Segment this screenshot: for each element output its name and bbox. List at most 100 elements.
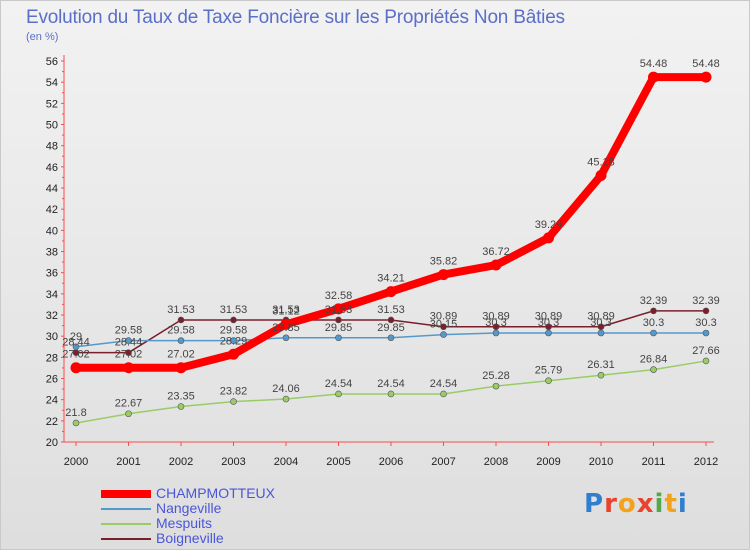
data-label-nangeville: 29.58 bbox=[220, 325, 248, 337]
y-tick-label: 38 bbox=[46, 247, 58, 259]
legend-item-champmotteux: CHAMPMOTTEUX bbox=[101, 485, 421, 501]
data-label-champmotteux: 35.82 bbox=[430, 256, 458, 268]
legend-swatch-champmotteux bbox=[101, 490, 151, 498]
data-point-mespuits bbox=[72, 419, 80, 427]
data-label-nangeville: 29.58 bbox=[115, 325, 143, 337]
data-point-nangeville bbox=[177, 337, 185, 344]
data-point-nangeville bbox=[650, 329, 657, 337]
series-layer bbox=[70, 71, 712, 427]
data-point-boigneville bbox=[650, 307, 657, 315]
data-label-champmotteux: 39.29 bbox=[535, 219, 563, 231]
data-label-nangeville: 30.3 bbox=[485, 317, 506, 329]
x-tick-label: 2002 bbox=[169, 456, 193, 468]
unit-label: (en %) bbox=[26, 31, 59, 43]
data-point-mespuits bbox=[440, 390, 447, 398]
data-point-nangeville bbox=[387, 334, 395, 342]
y-tick-label: 54 bbox=[46, 77, 58, 89]
data-label-boigneville: 31.53 bbox=[220, 304, 248, 316]
legend-item-nangeville: Nangeville bbox=[101, 500, 421, 516]
data-label-champmotteux: 27.02 bbox=[62, 349, 90, 361]
legend-item-mespuits: Mespuits bbox=[101, 515, 421, 531]
data-label-boigneville: 30.89 bbox=[535, 311, 563, 323]
y-tick-label: 30 bbox=[46, 331, 58, 343]
data-point-boigneville bbox=[177, 316, 185, 324]
data-label-champmotteux: 28.29 bbox=[220, 335, 248, 347]
y-tick-label: 22 bbox=[46, 416, 58, 428]
data-label-nangeville: 30.3 bbox=[538, 317, 559, 329]
data-point-champmotteux bbox=[228, 348, 239, 360]
x-tick-label: 2006 bbox=[379, 456, 403, 468]
data-point-champmotteux bbox=[438, 269, 449, 281]
data-point-champmotteux bbox=[648, 71, 659, 83]
data-label-mespuits: 27.66 bbox=[692, 345, 720, 357]
data-label-boigneville: 31.53 bbox=[167, 304, 195, 316]
data-label-nangeville: 30.3 bbox=[590, 317, 611, 329]
data-point-champmotteux bbox=[280, 318, 292, 330]
data-point-boigneville bbox=[387, 316, 395, 324]
data-label-champmotteux: 36.72 bbox=[482, 246, 510, 258]
data-point-nangeville bbox=[335, 334, 342, 342]
data-label-champmotteux: 32.58 bbox=[325, 290, 353, 302]
data-label-nangeville: 30.3 bbox=[695, 317, 716, 329]
data-label-nangeville: 29 bbox=[70, 331, 82, 343]
data-label-boigneville: 28.44 bbox=[62, 337, 90, 349]
data-label-mespuits: 26.84 bbox=[640, 354, 668, 366]
data-point-mespuits bbox=[702, 357, 710, 365]
x-tick-label: 2005 bbox=[326, 456, 350, 468]
x-tick-label: 2001 bbox=[116, 456, 140, 468]
y-tick-label: 24 bbox=[46, 395, 58, 407]
x-tick-label: 2007 bbox=[431, 456, 455, 468]
data-label-nangeville: 29.85 bbox=[272, 322, 300, 334]
data-label-boigneville: 30.89 bbox=[430, 311, 458, 323]
x-tick-label: 2003 bbox=[221, 456, 245, 468]
data-point-mespuits bbox=[177, 403, 185, 410]
y-tick-label: 44 bbox=[46, 183, 58, 195]
data-labels-layer: 28.44 28.44 31.53 31.53 31.53 31.53 31.53 30.89… bbox=[62, 58, 720, 419]
data-point-mespuits bbox=[282, 395, 290, 403]
y-tick-label: 36 bbox=[46, 268, 58, 280]
data-label-mespuits: 23.35 bbox=[167, 391, 195, 403]
data-label-nangeville: 30.15 bbox=[430, 319, 458, 331]
x-tick-label: 2010 bbox=[589, 456, 613, 468]
data-label-champmotteux: 31.12 bbox=[272, 305, 300, 317]
x-tick-label: 2000 bbox=[64, 456, 88, 468]
data-point-mespuits bbox=[597, 371, 605, 379]
data-label-boigneville: 30.89 bbox=[482, 311, 510, 323]
data-label-nangeville: 29.85 bbox=[377, 322, 405, 334]
legend-label-boigneville: Boigneville bbox=[156, 530, 224, 546]
data-point-mespuits bbox=[492, 382, 500, 390]
y-tick-label: 56 bbox=[46, 56, 58, 68]
data-point-mespuits bbox=[335, 390, 342, 398]
data-point-nangeville bbox=[492, 329, 500, 337]
data-point-nangeville bbox=[597, 329, 605, 337]
x-tick-label: 2009 bbox=[536, 456, 560, 468]
x-tick-label: 2011 bbox=[642, 456, 666, 468]
data-label-boigneville: 32.39 bbox=[692, 295, 720, 307]
y-tick-label: 46 bbox=[46, 162, 58, 174]
y-tick-label: 40 bbox=[46, 225, 58, 237]
x-tick-label: 2004 bbox=[274, 456, 298, 468]
data-label-boigneville: 31.53 bbox=[325, 304, 353, 316]
y-tick-label: 26 bbox=[46, 374, 58, 386]
logo-letter: o bbox=[617, 489, 637, 519]
data-point-boigneville bbox=[440, 323, 447, 331]
y-tick-label: 28 bbox=[46, 352, 58, 364]
logo-letter: P bbox=[584, 489, 605, 519]
data-point-nangeville bbox=[440, 331, 447, 338]
data-label-mespuits: 24.54 bbox=[430, 378, 458, 390]
y-tick-label: 50 bbox=[46, 120, 58, 132]
x-tick-label: 2008 bbox=[484, 456, 508, 468]
data-label-boigneville: 30.89 bbox=[587, 311, 615, 323]
y-tick-label: 42 bbox=[46, 204, 58, 216]
data-label-mespuits: 23.82 bbox=[220, 386, 248, 398]
data-point-champmotteux bbox=[490, 259, 502, 271]
data-point-mespuits bbox=[387, 390, 395, 398]
logo-letter: i bbox=[677, 489, 688, 519]
logo-letter: t bbox=[664, 489, 678, 519]
data-point-boigneville bbox=[702, 307, 710, 315]
data-point-champmotteux bbox=[333, 303, 344, 315]
data-label-boigneville: 31.53 bbox=[377, 304, 405, 316]
data-label-mespuits: 25.79 bbox=[535, 365, 563, 377]
data-label-champmotteux: 27.02 bbox=[167, 349, 195, 361]
